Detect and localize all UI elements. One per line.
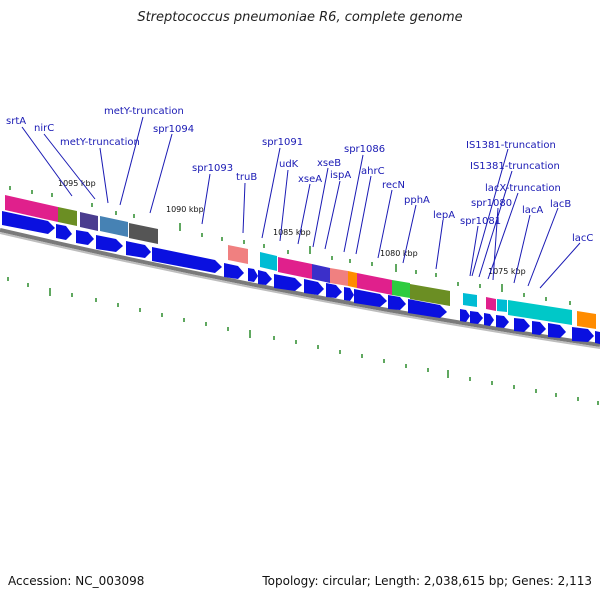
cds-arrow[interactable]: [388, 295, 406, 310]
cds-arrow[interactable]: [344, 287, 354, 301]
cds-arrow[interactable]: [408, 299, 447, 318]
inner-ticks: [7, 277, 599, 405]
feature-block[interactable]: [278, 257, 312, 279]
kbp-label: 1095 kbp: [58, 179, 96, 188]
cds-arrow[interactable]: [96, 235, 123, 252]
feature-block[interactable]: [260, 252, 277, 271]
gene-label[interactable]: spr1080: [471, 198, 512, 209]
feature-block[interactable]: [129, 223, 158, 244]
gene-label[interactable]: lacB: [550, 199, 571, 210]
genome-backbone-shadow: [0, 232, 600, 349]
gene-label[interactable]: metY-truncation: [60, 137, 140, 148]
cds-arrow[interactable]: [514, 318, 530, 332]
feature-block[interactable]: [330, 268, 348, 286]
gene-label[interactable]: xseA: [298, 174, 322, 185]
feature-block[interactable]: [392, 280, 410, 298]
gene-label[interactable]: recN: [382, 180, 405, 191]
cds-arrow[interactable]: [470, 311, 483, 324]
gene-label[interactable]: ispA: [330, 170, 351, 181]
gene-label[interactable]: IS1381-truncation: [466, 140, 556, 151]
cds-arrow[interactable]: [248, 268, 258, 282]
map-title: Streptococcus pneumoniae R6, complete ge…: [137, 10, 463, 25]
cds-arrow[interactable]: [354, 289, 387, 307]
cds-arrow[interactable]: [2, 211, 55, 234]
feature-block[interactable]: [5, 195, 58, 222]
feature-block[interactable]: [312, 264, 330, 283]
gene-label[interactable]: spr1093: [192, 163, 233, 174]
kbp-label: 1080 kbp: [380, 249, 418, 258]
feature-block[interactable]: [463, 293, 477, 307]
cds-arrow[interactable]: [224, 263, 244, 279]
genome-stats: Topology: circular; Length: 2,038,615 bp…: [262, 574, 592, 588]
cds-arrow[interactable]: [326, 283, 342, 298]
feature-block[interactable]: [577, 311, 596, 329]
gene-label[interactable]: truB: [236, 172, 257, 183]
cds-arrow[interactable]: [595, 331, 600, 344]
gene-label[interactable]: spr1091: [262, 137, 303, 148]
feature-block[interactable]: [348, 271, 357, 288]
cds-track: [2, 211, 600, 344]
cds-arrow[interactable]: [548, 323, 566, 338]
feature-block[interactable]: [497, 299, 507, 312]
cds-arrow[interactable]: [274, 274, 302, 291]
cds-arrow[interactable]: [56, 224, 72, 240]
cds-arrow[interactable]: [76, 230, 94, 245]
gene-label[interactable]: lacX-truncation: [485, 183, 561, 194]
gene-label[interactable]: srtA: [6, 116, 26, 127]
feature-block[interactable]: [228, 245, 248, 264]
feature-block[interactable]: [58, 207, 77, 226]
cds-arrow[interactable]: [258, 270, 272, 285]
kbp-label: 1085 kbp: [273, 228, 311, 237]
gene-label[interactable]: spr1081: [460, 216, 501, 227]
feature-block[interactable]: [508, 300, 572, 325]
cds-arrow[interactable]: [532, 321, 546, 335]
gene-label[interactable]: spr1086: [344, 144, 385, 155]
gene-label[interactable]: metY-truncation: [104, 106, 184, 117]
gene-label[interactable]: spr1094: [153, 124, 194, 135]
cog-ring: [5, 195, 596, 329]
kbp-label: 1090 kbp: [166, 205, 204, 214]
gene-label[interactable]: udK: [279, 159, 299, 170]
gene-label[interactable]: IS1381-truncation: [470, 161, 560, 172]
gene-label[interactable]: nirC: [34, 123, 54, 134]
cds-arrow[interactable]: [484, 313, 494, 326]
cds-arrow[interactable]: [572, 327, 594, 342]
feature-block[interactable]: [357, 273, 392, 295]
gene-label[interactable]: lacA: [522, 205, 543, 216]
kbp-label: 1075 kbp: [488, 267, 526, 276]
feature-block[interactable]: [80, 212, 98, 231]
genome-backbone: [0, 228, 600, 347]
cds-arrow[interactable]: [126, 241, 151, 258]
gene-label[interactable]: pphA: [404, 195, 430, 206]
accession-label: Accession: NC_003098: [8, 574, 145, 588]
gene-label[interactable]: lepA: [433, 210, 455, 221]
gene-label[interactable]: xseB: [317, 158, 341, 169]
leader-lines: [21, 116, 581, 289]
feature-block[interactable]: [486, 297, 496, 311]
gene-label[interactable]: ahrC: [361, 166, 385, 177]
gene-label[interactable]: lacC: [572, 233, 593, 244]
cds-arrow[interactable]: [152, 247, 222, 273]
cds-arrow[interactable]: [496, 315, 509, 328]
feature-block[interactable]: [100, 216, 128, 237]
feature-block[interactable]: [410, 284, 450, 306]
outer-ticks: [9, 186, 571, 305]
cds-arrow[interactable]: [304, 279, 324, 295]
cds-arrow[interactable]: [460, 309, 470, 322]
